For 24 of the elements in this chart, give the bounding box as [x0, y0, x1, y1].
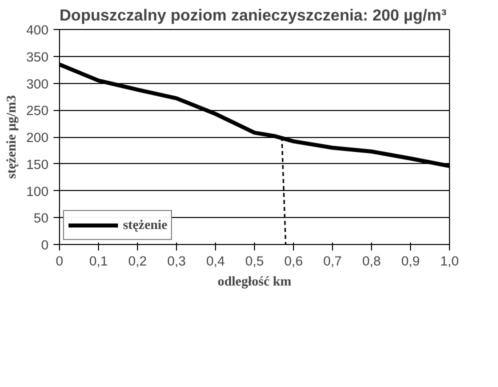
x-tick-label: 0,5 [245, 254, 264, 268]
y-tick-label: 350 [26, 49, 49, 64]
chart-title: Dopuszczalny poziom zanieczyszczenia: 200 µg/m³ [60, 8, 447, 24]
x-tick-label: 0 [56, 254, 64, 268]
y-tick-label: 100 [26, 184, 49, 199]
x-tick-label: 0,8 [362, 254, 381, 268]
y-tick-label: 400 [26, 22, 49, 38]
x-tick-label: 0,9 [401, 254, 420, 268]
x-tick-label: 0,2 [128, 254, 147, 268]
y-tick-label: 200 [26, 130, 49, 145]
y-tick-label: 300 [26, 76, 49, 92]
x-tick-label: 0,4 [206, 254, 226, 268]
legend-label: stężenie [123, 217, 168, 233]
x-tick-label: 0,7 [323, 254, 342, 268]
x-axis-title: odległość km [218, 274, 292, 288]
y-tick-label: 0 [41, 238, 49, 252]
y-tick-label: 250 [26, 103, 49, 118]
x-tick-label: 0,1 [89, 254, 108, 268]
x-tick-label: 1,0 [440, 254, 459, 268]
y-tick-label: 150 [26, 156, 49, 172]
y-axis-title: stężenie µg/m3 [3, 94, 18, 179]
x-tick-label: 0,6 [284, 254, 303, 268]
x-tick-label: 0,3 [167, 254, 186, 268]
y-tick-label: 50 [34, 210, 49, 226]
